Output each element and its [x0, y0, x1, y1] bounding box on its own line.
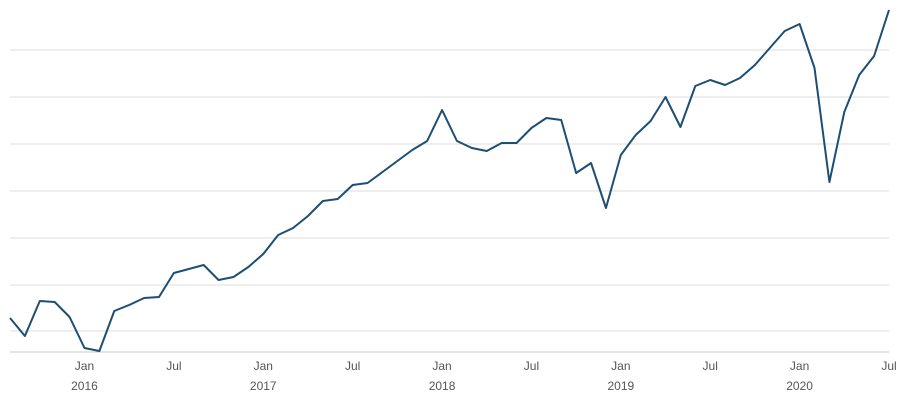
x-tick-label: Jan: [611, 359, 630, 373]
x-tick-label: Jan: [790, 359, 809, 373]
line-series: [9, 9, 890, 352]
x-year-label: 2018: [429, 379, 456, 393]
x-year-label: 2019: [607, 379, 634, 393]
x-year-label: 2016: [71, 379, 98, 393]
x-tick-label: Jul: [524, 359, 539, 373]
x-tick-label: Jan: [254, 359, 273, 373]
x-tick-label: Jul: [166, 359, 181, 373]
x-year-label: 2020: [786, 379, 813, 393]
x-tick-label: Jan: [432, 359, 451, 373]
x-tick-label: Jul: [345, 359, 360, 373]
x-tick-label: Jan: [75, 359, 94, 373]
x-tick-label: Jul: [881, 359, 896, 373]
x-year-label: 2017: [250, 379, 277, 393]
x-tick-label: Jul: [703, 359, 718, 373]
